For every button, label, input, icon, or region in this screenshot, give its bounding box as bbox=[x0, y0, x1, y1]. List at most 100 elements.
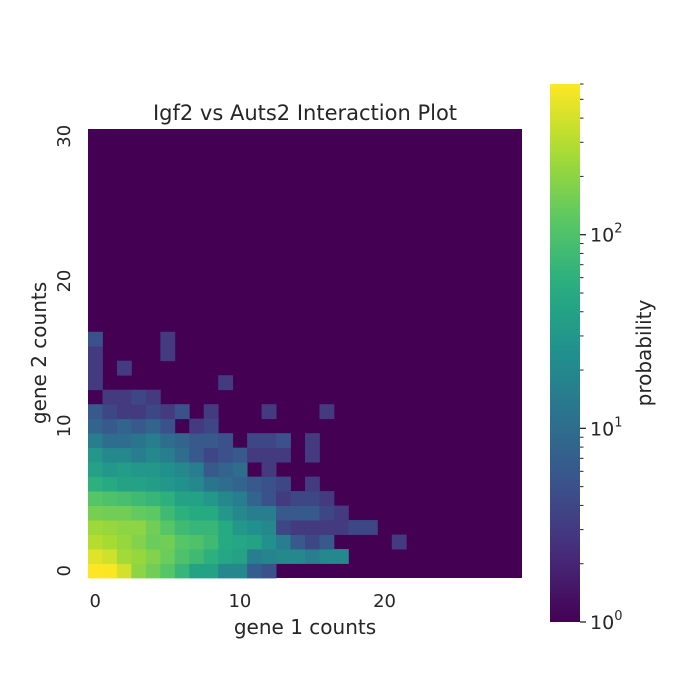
heatmap-cell bbox=[145, 491, 161, 506]
heatmap-cell bbox=[131, 476, 147, 492]
heatmap-cell bbox=[203, 534, 219, 550]
heatmap-cell bbox=[116, 520, 132, 535]
heatmap-cell bbox=[145, 505, 161, 521]
heatmap-cell bbox=[131, 447, 147, 463]
heatmap-cell bbox=[88, 534, 103, 550]
heatmap-cell bbox=[116, 534, 132, 550]
heatmap-cell bbox=[131, 418, 147, 434]
heatmap-cell bbox=[203, 563, 219, 579]
heatmap-cell bbox=[203, 520, 219, 535]
heatmap-cell bbox=[305, 505, 320, 521]
heatmap-cell bbox=[102, 404, 118, 420]
x-tick-label: 10 bbox=[228, 591, 251, 612]
heatmap-cell bbox=[160, 404, 176, 420]
heatmap-cell bbox=[203, 433, 219, 449]
heatmap-cell bbox=[218, 520, 234, 535]
heatmap-cell bbox=[305, 476, 320, 492]
heatmap-cell bbox=[319, 491, 335, 506]
heatmap-cell bbox=[232, 563, 248, 579]
heatmap-cell bbox=[276, 447, 291, 463]
heatmap-cell bbox=[319, 404, 335, 420]
heatmap-cell bbox=[247, 549, 262, 564]
heatmap-cell bbox=[160, 331, 176, 347]
heatmap-cell bbox=[131, 404, 147, 420]
heatmap-cell bbox=[247, 476, 262, 492]
heatmap-cell bbox=[174, 534, 190, 550]
heatmap-cell bbox=[88, 418, 103, 434]
heatmap-cell bbox=[174, 549, 190, 564]
heatmap-cell bbox=[305, 447, 320, 463]
heatmap-cell bbox=[276, 476, 291, 492]
heatmap-cell bbox=[261, 549, 277, 564]
heatmap-cell bbox=[145, 433, 161, 449]
heatmap-cell bbox=[116, 433, 132, 449]
heatmap-cell bbox=[160, 505, 176, 521]
y-axis-ticks: 0 10 20 30 bbox=[54, 125, 75, 577]
heatmap-cell bbox=[88, 520, 103, 535]
heatmap-cell bbox=[174, 433, 190, 449]
heatmap-cell bbox=[261, 447, 277, 463]
heatmap-cell bbox=[232, 476, 248, 492]
heatmap-cell bbox=[88, 360, 103, 376]
heatmap-cell bbox=[203, 505, 219, 521]
heatmap-cell bbox=[218, 447, 234, 463]
heatmap-cell bbox=[88, 462, 103, 478]
heatmap-cell bbox=[116, 404, 132, 420]
heatmap-cell bbox=[145, 476, 161, 492]
heatmap-cell bbox=[116, 491, 132, 506]
heatmap-cell bbox=[131, 520, 147, 535]
plot-area bbox=[88, 129, 522, 579]
heatmap-cell bbox=[145, 447, 161, 463]
heatmap-cell bbox=[145, 404, 161, 420]
heatmap-cell bbox=[218, 549, 234, 564]
heatmap-cell bbox=[131, 505, 147, 521]
heatmap-cell bbox=[160, 549, 176, 564]
heatmap-cell bbox=[261, 534, 277, 550]
heatmap-cell bbox=[276, 534, 291, 550]
heatmap-cell bbox=[218, 433, 234, 449]
heatmap-cell bbox=[131, 549, 147, 564]
heatmap-cell bbox=[88, 549, 103, 564]
heatmap-cell bbox=[88, 404, 103, 420]
heatmap-cell bbox=[290, 534, 306, 550]
heatmap-cell bbox=[174, 491, 190, 506]
heatmap-cell bbox=[160, 563, 176, 579]
y-axis-label: gene 2 counts bbox=[27, 282, 51, 424]
heatmap-cell bbox=[145, 563, 161, 579]
heatmap-cell bbox=[203, 462, 219, 478]
heatmap-cell bbox=[247, 505, 262, 521]
heatmap-cell bbox=[116, 549, 132, 564]
heatmap-cell bbox=[88, 331, 103, 347]
heatmap-cell bbox=[261, 491, 277, 506]
heatmap-cell bbox=[261, 476, 277, 492]
heatmap-cell bbox=[189, 447, 205, 463]
heatmap-cell bbox=[261, 462, 277, 478]
heatmap-cell bbox=[391, 534, 407, 550]
heatmap-cell bbox=[88, 346, 103, 362]
heatmap-cell bbox=[145, 418, 161, 434]
heatmap-cell bbox=[160, 476, 176, 492]
heatmap-cell bbox=[218, 505, 234, 521]
heatmap-cell bbox=[131, 491, 147, 506]
heatmap-cell bbox=[232, 462, 248, 478]
heatmap-cell bbox=[290, 549, 306, 564]
heatmap-cell bbox=[305, 520, 320, 535]
heatmap-cell bbox=[174, 563, 190, 579]
heatmap-cell bbox=[131, 389, 147, 405]
heatmap-cell bbox=[102, 476, 118, 492]
heatmap-cell bbox=[174, 520, 190, 535]
heatmap-cell bbox=[102, 462, 118, 478]
heatmap-cell bbox=[189, 476, 205, 492]
heatmap-cell bbox=[203, 447, 219, 463]
heatmap-cell bbox=[160, 447, 176, 463]
heatmap-cell bbox=[247, 433, 262, 449]
heatmap-cell bbox=[218, 375, 234, 391]
heatmap-cell bbox=[88, 375, 103, 391]
heatmap-cells bbox=[88, 331, 407, 579]
heatmap-cell bbox=[189, 563, 205, 579]
heatmap-cell bbox=[232, 505, 248, 521]
heatmap-cell bbox=[102, 563, 118, 579]
colorbar-tick-label: 101 bbox=[590, 415, 622, 440]
heatmap-cell bbox=[203, 418, 219, 434]
